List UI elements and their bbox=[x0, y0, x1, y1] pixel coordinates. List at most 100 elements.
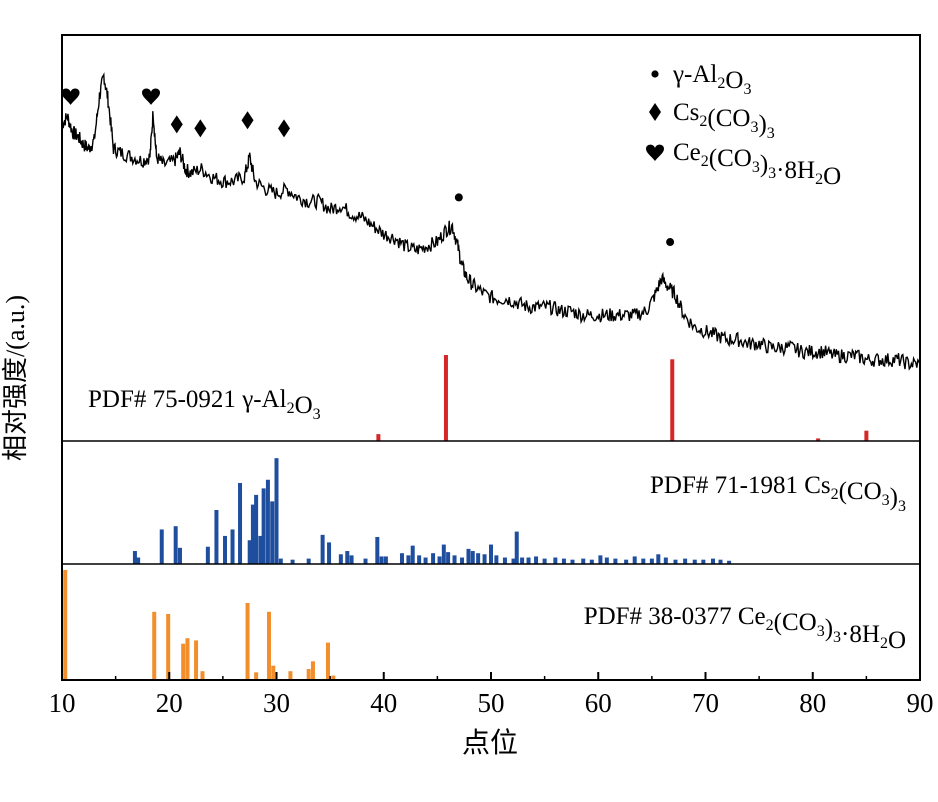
reference-peak bbox=[423, 557, 428, 564]
reference-peak bbox=[288, 671, 293, 680]
dot-marker bbox=[666, 238, 675, 247]
reference-peak bbox=[489, 544, 493, 564]
reference-peak bbox=[245, 603, 250, 680]
x-tick-label: 30 bbox=[263, 688, 290, 718]
legend-label: Ce2(CO3)3·8H2O bbox=[673, 139, 841, 190]
reference-peak bbox=[325, 642, 330, 680]
x-tick-label: 40 bbox=[370, 688, 397, 718]
reference-peak bbox=[136, 557, 141, 564]
reference-peak bbox=[159, 529, 164, 564]
legend-diamond-icon bbox=[649, 103, 661, 121]
reference-peak bbox=[363, 558, 368, 564]
reference-peak bbox=[173, 526, 178, 564]
reference-peak bbox=[345, 551, 350, 564]
reference-peak bbox=[254, 672, 259, 680]
reference-peak bbox=[701, 559, 706, 564]
reference-peak bbox=[641, 558, 646, 564]
reference-peak bbox=[338, 554, 343, 564]
reference-peak bbox=[511, 558, 516, 564]
reference-peak bbox=[290, 559, 295, 564]
reference-peak bbox=[727, 560, 732, 564]
reference-peak bbox=[181, 643, 186, 680]
reference-peak bbox=[613, 558, 618, 564]
reference-peak bbox=[205, 546, 210, 564]
reference-peak bbox=[223, 535, 228, 564]
reference-peak bbox=[349, 555, 354, 564]
reference-peak bbox=[864, 430, 869, 441]
diamond-marker bbox=[170, 115, 183, 134]
reference-peak bbox=[63, 570, 68, 680]
reference-peak bbox=[247, 540, 252, 564]
reference-peak bbox=[214, 510, 219, 564]
reference-peak bbox=[261, 488, 266, 564]
reference-peak bbox=[306, 669, 311, 680]
reference-peak bbox=[673, 559, 678, 564]
reference-peak bbox=[437, 556, 442, 564]
reference-peak bbox=[561, 558, 566, 564]
reference-peak bbox=[476, 553, 481, 564]
reference-peak bbox=[670, 359, 675, 441]
reference-peak bbox=[399, 553, 404, 564]
x-tick-label: 60 bbox=[585, 688, 612, 718]
reference-peak bbox=[663, 557, 668, 564]
reference-peak bbox=[331, 675, 336, 680]
reference-peak bbox=[383, 556, 388, 564]
reference-peak bbox=[542, 558, 547, 564]
legend-dot-icon bbox=[651, 70, 659, 78]
reference-peak bbox=[581, 558, 586, 564]
x-tick-label: 50 bbox=[478, 688, 505, 718]
reference-peak bbox=[598, 555, 603, 564]
reference-peak bbox=[718, 559, 723, 564]
x-tick-label: 90 bbox=[907, 688, 934, 718]
reference-peak bbox=[270, 501, 275, 564]
reference-peak bbox=[431, 553, 436, 564]
reference-peak bbox=[278, 558, 283, 564]
reference-peak bbox=[446, 552, 451, 564]
reference-peak bbox=[376, 434, 381, 441]
plot-frame bbox=[61, 34, 921, 681]
reference-panel-3: PDF# 38-0377 Ce2(CO3)3·8H2O bbox=[63, 570, 906, 680]
reference-peak bbox=[470, 551, 475, 564]
reference-peak bbox=[683, 558, 688, 564]
reference-peak bbox=[417, 555, 422, 564]
reference-peak bbox=[258, 535, 263, 564]
x-tick-label: 20 bbox=[156, 688, 183, 718]
reference-label-1: PDF# 75-0921 γ-Al2O3 bbox=[88, 386, 321, 423]
reference-peak bbox=[271, 665, 276, 680]
diamond-marker bbox=[241, 111, 254, 130]
legend-entry-heart: Ce2(CO3)3·8H2O bbox=[646, 139, 841, 190]
reference-peak bbox=[406, 555, 411, 564]
reference-peak bbox=[265, 479, 270, 564]
reference-peak bbox=[589, 559, 594, 564]
dot-marker bbox=[454, 193, 463, 202]
reference-peak bbox=[514, 531, 519, 564]
xrd-pattern-line bbox=[61, 72, 921, 371]
diamond-marker bbox=[278, 119, 291, 138]
reference-peak bbox=[482, 554, 487, 564]
heart-marker bbox=[61, 88, 80, 105]
reference-peak bbox=[379, 556, 384, 564]
reference-peak bbox=[327, 542, 332, 564]
reference-peak bbox=[452, 555, 457, 564]
reference-peak bbox=[502, 557, 507, 564]
reference-peak bbox=[520, 557, 525, 564]
reference-peak bbox=[526, 557, 531, 564]
x-tick-label: 10 bbox=[49, 688, 76, 718]
reference-label-2: PDF# 71-1981 Cs2(CO3)3 bbox=[650, 472, 906, 515]
reference-peak bbox=[200, 671, 205, 680]
x-axis-label: 点位 bbox=[462, 727, 518, 759]
reference-peak bbox=[185, 638, 190, 680]
reference-peak bbox=[166, 614, 171, 680]
y-axis-label: 相对强度/(a.u.) bbox=[1, 295, 30, 461]
reference-peak bbox=[266, 611, 271, 680]
reference-peak bbox=[274, 458, 279, 564]
reference-peak bbox=[177, 547, 182, 564]
x-tick-label: 80 bbox=[799, 688, 826, 718]
reference-peak bbox=[816, 438, 821, 441]
reference-peak bbox=[711, 558, 716, 564]
reference-peak bbox=[310, 661, 315, 680]
reference-peak bbox=[132, 551, 137, 564]
diamond-marker bbox=[194, 119, 207, 138]
reference-peak bbox=[443, 355, 448, 441]
reference-peak bbox=[570, 559, 575, 564]
